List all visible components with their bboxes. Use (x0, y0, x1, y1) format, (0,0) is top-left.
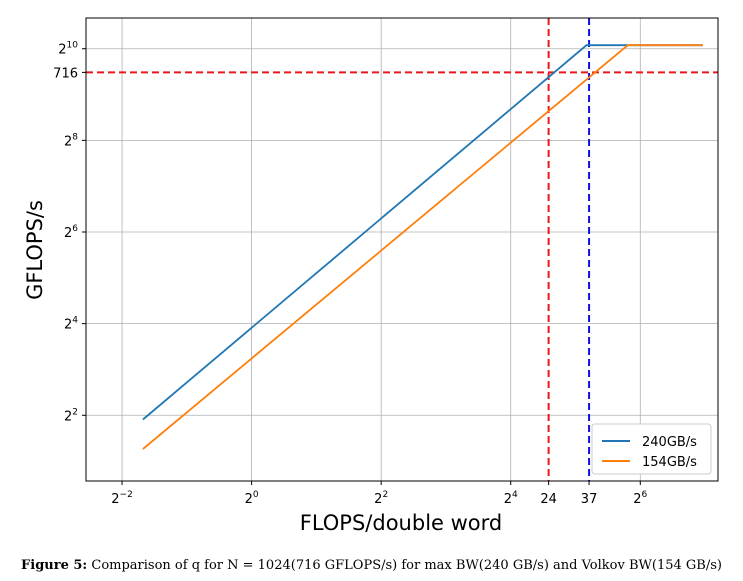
x-tick-label: 26 (633, 490, 647, 507)
y-axis-title: GFLOPS/s (23, 200, 47, 300)
legend: 240GB/s 154GB/s (591, 423, 712, 475)
x-axis-ticks: 2−2 20 22 24 24 37 26 (111, 481, 648, 507)
y-tick-label: 24 (64, 316, 78, 333)
y-tick-label: 22 (64, 407, 78, 424)
legend-label: 154GB/s (642, 455, 697, 470)
series-line-154GB/s (142, 44, 703, 450)
plot-frame (85, 17, 719, 482)
x-tick-label: 22 (374, 490, 388, 507)
y-tick-label: 28 (64, 132, 78, 149)
x-tick-label: 20 (245, 490, 259, 507)
caption-text: Comparison of q for N = 1024(716 GFLOPS/… (91, 558, 722, 573)
figure-caption: Figure 5: Comparison of q for N = 1024(7… (0, 558, 743, 573)
grid (86, 18, 718, 481)
y-axis-ticks: 22 24 26 28 716 210 (53, 41, 86, 424)
x-axis-title: FLOPS/double word (300, 511, 503, 535)
x-tick-label: 24 (540, 492, 557, 507)
x-tick-label: 37 (581, 492, 598, 507)
x-tick-label: 24 (504, 490, 518, 507)
caption-label: Figure 5: (21, 558, 88, 573)
y-tick-label: 26 (64, 224, 78, 241)
reference-lines (86, 18, 718, 481)
chart: 2−2 20 22 24 24 37 26 22 24 26 28 716 210 FLOPS/dou… (23, 17, 719, 535)
x-tick-label: 2−2 (111, 490, 133, 507)
y-tick-label: 716 (53, 66, 78, 81)
legend-label: 240GB/s (642, 435, 697, 450)
series-lines (142, 44, 703, 450)
y-tick-label: 210 (58, 41, 78, 58)
